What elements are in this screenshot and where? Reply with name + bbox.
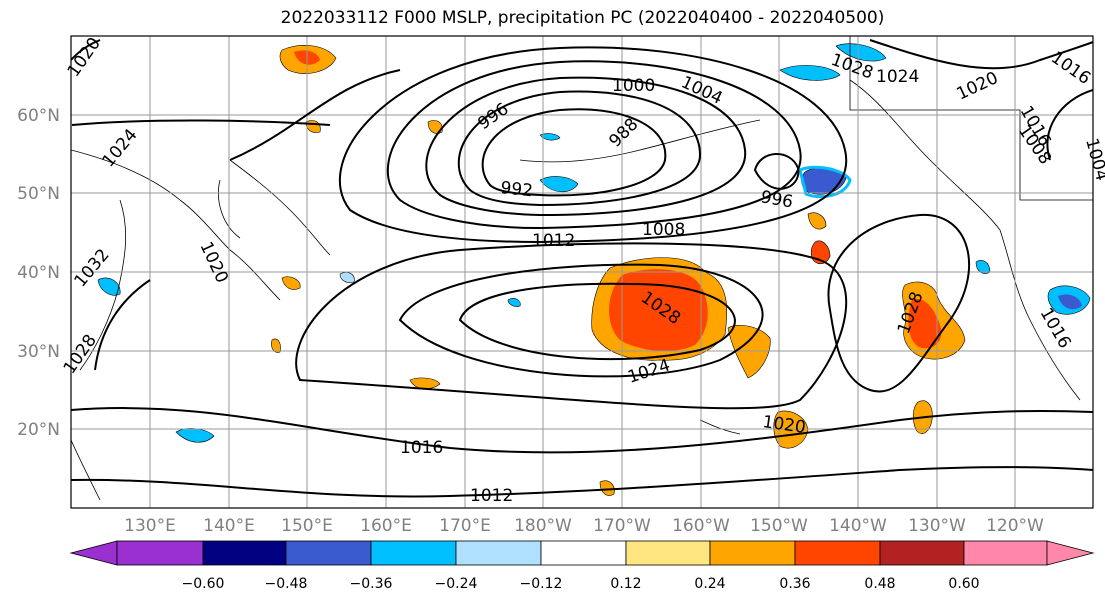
- longitude-labels: 130°E 140°E 150°E 160°E 170°E 180°W 170°…: [124, 516, 1044, 536]
- lon-label: 140°E: [203, 516, 255, 536]
- contour-label: 992: [499, 178, 533, 201]
- colorbar-segment: [455, 540, 542, 566]
- colorbar-tick: −0.24: [435, 576, 478, 592]
- contour-label: 1024: [625, 355, 672, 387]
- lon-label: 150°E: [281, 516, 333, 536]
- colorbar-tick: −0.60: [182, 576, 225, 592]
- map-frame: [70, 35, 1094, 509]
- lon-label: 170°E: [439, 516, 491, 536]
- lon-label: 150°W: [750, 516, 808, 536]
- contour-label: 1000: [612, 76, 655, 96]
- lon-label: 170°W: [593, 516, 651, 536]
- colorbar-extend-high: [1046, 540, 1095, 566]
- colorbar-ticks: −0.60 −0.48 −0.36 −0.24 −0.12 0.12 0.24 …: [182, 576, 980, 592]
- colorbar-tick: 0.60: [948, 576, 979, 592]
- contour-label: 996: [759, 187, 794, 212]
- colorbar-tick: −0.12: [520, 576, 563, 592]
- lat-label: 60°N: [17, 106, 60, 126]
- contour-label: 1016: [400, 438, 443, 458]
- colorbar-segment: [709, 540, 796, 566]
- contour-label: 1024: [99, 125, 142, 171]
- colorbar-segment: [540, 540, 627, 566]
- colorbar-segment: [116, 540, 204, 566]
- lon-label: 160°E: [360, 516, 412, 536]
- colorbar-segment: [963, 540, 1048, 566]
- lon-label: 130°E: [124, 516, 176, 536]
- lon-label: 180°W: [514, 516, 572, 536]
- contour-label: 1024: [876, 67, 919, 87]
- colorbar-segment: [794, 540, 881, 566]
- colorbar-tick: −0.48: [265, 576, 308, 592]
- colorbar-segment: [879, 540, 965, 566]
- colorbar-tick: 0.24: [694, 576, 725, 592]
- contour-label: 1028: [60, 331, 101, 378]
- contour-label: 1012: [532, 231, 575, 251]
- lon-label: 130°W: [908, 516, 966, 536]
- colorbar-tick: 0.48: [864, 576, 895, 592]
- latitude-labels: 60°N 50°N 40°N 30°N 20°N: [17, 106, 60, 440]
- lon-label: 140°W: [829, 516, 887, 536]
- colorbar-tick: −0.36: [350, 576, 393, 592]
- colorbar-extend-low: [69, 540, 118, 566]
- lon-label: 120°W: [986, 516, 1044, 536]
- lat-label: 30°N: [17, 342, 60, 362]
- colorbar-segment: [202, 540, 287, 566]
- contour-label: 1012: [470, 486, 513, 506]
- colorbar-tick: 0.12: [610, 576, 641, 592]
- colorbar-segment: [625, 540, 711, 566]
- precipitation-fills: [97, 43, 1091, 496]
- lon-label: 160°W: [672, 516, 730, 536]
- contour-label: 1004: [678, 72, 726, 108]
- colorbar: [69, 540, 1095, 566]
- isobars: [71, 39, 1093, 498]
- colorbar-segment: [285, 540, 372, 566]
- contour-label: 1008: [642, 220, 685, 240]
- contour-label: 1020: [761, 412, 807, 438]
- lat-label: 40°N: [17, 263, 60, 283]
- contour-label: 1016: [1047, 48, 1094, 89]
- lat-label: 20°N: [17, 420, 60, 440]
- contour-label: 1020: [954, 68, 1002, 104]
- colorbar-tick: 0.36: [779, 576, 810, 592]
- colorbar-segment: [370, 540, 457, 566]
- lat-label: 50°N: [17, 184, 60, 204]
- contour-labels: 1020 1024 1020 1032 1028 1000 1004 996 9…: [60, 34, 1105, 506]
- map-title: 2022033112 F000 MSLP, precipitation PC (…: [280, 8, 885, 28]
